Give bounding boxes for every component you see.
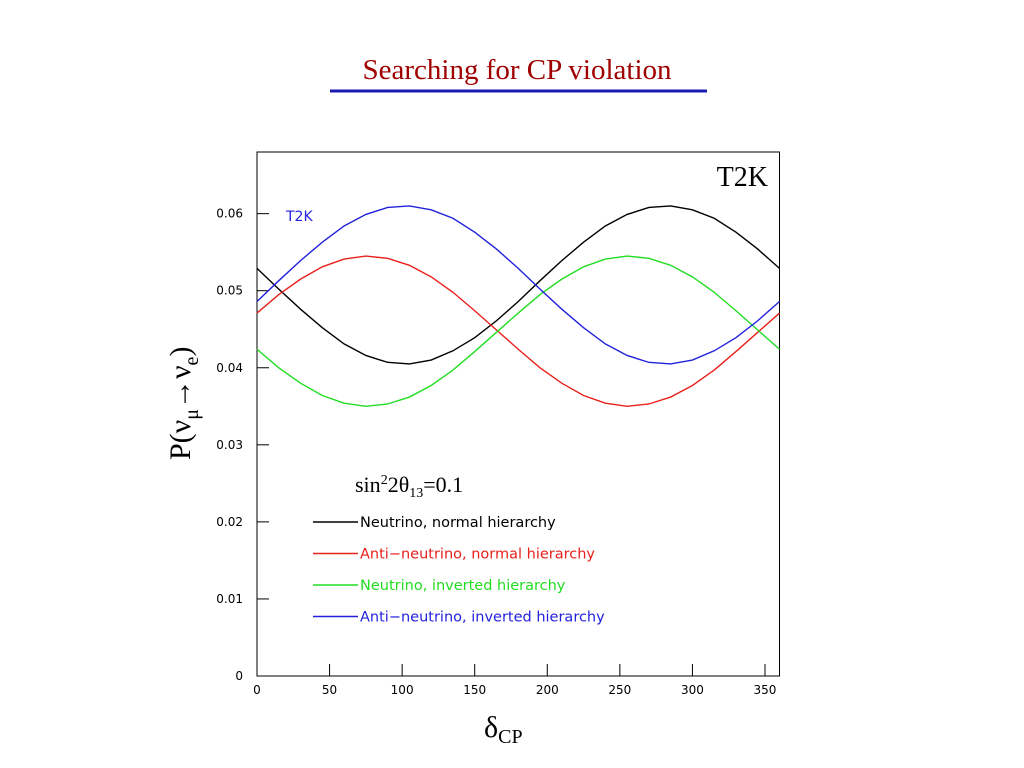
y-axis-label: P(νμ→νe) xyxy=(164,347,203,460)
slide-title: Searching for CP violation xyxy=(362,54,672,86)
annotation-part: =0.1 xyxy=(423,472,463,497)
annotation: sin22θ13=0.1 xyxy=(355,472,463,501)
corner-label: T2K xyxy=(717,162,768,193)
y-axis-label-part: e xyxy=(181,356,203,365)
series-line xyxy=(256,205,780,365)
series-line xyxy=(256,255,780,407)
annotation-part: 13 xyxy=(409,486,423,501)
x-tick-label: 200 xyxy=(536,683,559,697)
series-line xyxy=(256,255,780,407)
annotation-part: sin xyxy=(355,472,381,497)
x-tick-label: 50 xyxy=(322,683,337,697)
y-tick-label: 0.04 xyxy=(216,361,243,375)
series-line xyxy=(256,205,780,365)
x-axis-label: δCP xyxy=(484,711,523,748)
y-axis-label-part: →ν xyxy=(164,365,197,409)
x-tick-label: 250 xyxy=(608,683,631,697)
y-tick-label: 0.01 xyxy=(216,592,243,606)
plot-frame xyxy=(256,151,780,677)
x-axis-label-part: δ xyxy=(484,711,498,744)
plot-label: T2K xyxy=(285,209,313,225)
legend-label: Anti−neutrino, normal hierarchy xyxy=(360,547,595,563)
legend-label: Neutrino, inverted hierarchy xyxy=(360,578,566,594)
x-tick-label: 150 xyxy=(463,683,486,697)
annotation-part: 2θ xyxy=(388,472,410,497)
y-tick-label: 0.02 xyxy=(216,515,243,529)
legend-label: Neutrino, normal hierarchy xyxy=(360,515,556,531)
y-axis-label-part: P(ν xyxy=(164,420,197,460)
x-tick-label: 0 xyxy=(253,683,261,697)
y-tick-label: 0.06 xyxy=(216,207,243,221)
x-tick-label: 100 xyxy=(391,683,414,697)
y-axis-label-part: μ xyxy=(181,409,203,420)
y-axis-label-part: ) xyxy=(164,347,197,357)
y-tick-label: 0.03 xyxy=(216,438,243,452)
x-tick-label: 350 xyxy=(754,683,777,697)
annotation-part: 2 xyxy=(381,473,388,488)
legend-label: Anti−neutrino, inverted hierarchy xyxy=(360,610,605,626)
x-axis-label-part: CP xyxy=(498,726,522,748)
y-tick-label: 0 xyxy=(235,669,243,683)
y-tick-label: 0.05 xyxy=(216,284,243,298)
x-tick-label: 300 xyxy=(681,683,704,697)
